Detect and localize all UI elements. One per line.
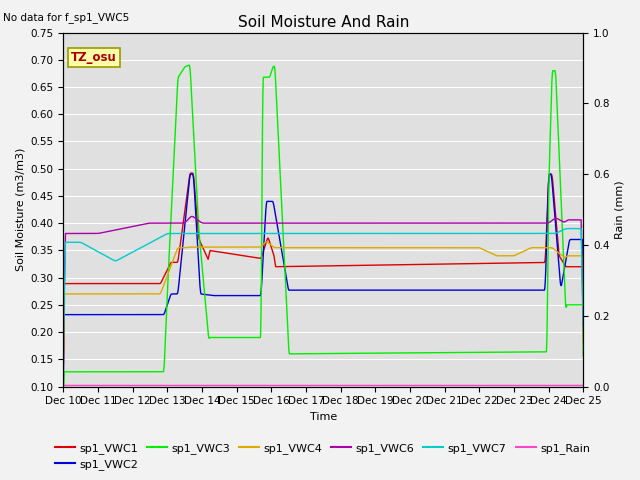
Y-axis label: Rain (mm): Rain (mm) bbox=[615, 180, 625, 239]
Legend: sp1_VWC1, sp1_VWC2, sp1_VWC3, sp1_VWC4, sp1_VWC6, sp1_VWC7, sp1_Rain: sp1_VWC1, sp1_VWC2, sp1_VWC3, sp1_VWC4, … bbox=[51, 438, 595, 474]
Title: Soil Moisture And Rain: Soil Moisture And Rain bbox=[237, 15, 409, 30]
Text: No data for f_sp1_VWC5: No data for f_sp1_VWC5 bbox=[3, 12, 129, 23]
Y-axis label: Soil Moisture (m3/m3): Soil Moisture (m3/m3) bbox=[15, 148, 25, 271]
X-axis label: Time: Time bbox=[310, 412, 337, 422]
Text: TZ_osu: TZ_osu bbox=[71, 51, 117, 64]
